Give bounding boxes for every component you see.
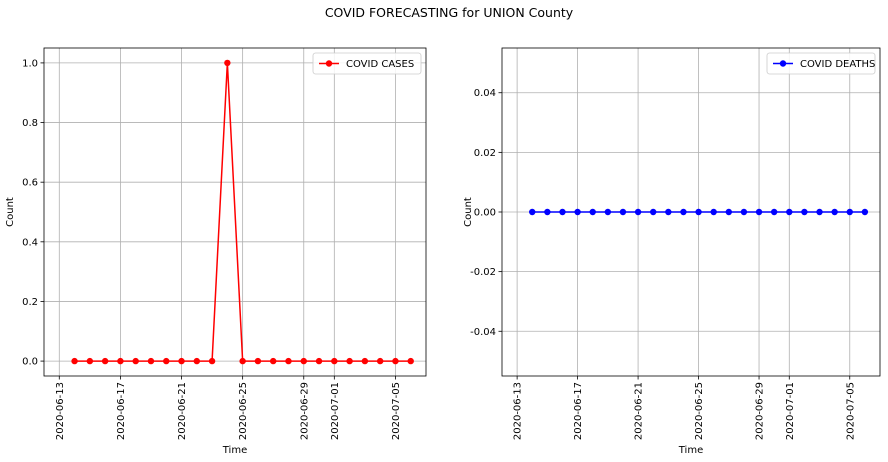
data-point bbox=[376, 357, 384, 365]
x-tick-label: 2020-06-13 bbox=[513, 382, 524, 440]
x-tick-label: 2020-06-17 bbox=[116, 382, 127, 440]
data-point bbox=[770, 208, 778, 216]
x-tick-label: 2020-07-05 bbox=[391, 382, 402, 440]
y-axis-label: Count bbox=[5, 197, 16, 227]
subplot-1: 0.0 0.2 0.4 0.6 0.8 1.0 2020-06-13 2020-06-17 20… bbox=[5, 47, 427, 456]
x-tick-label: 2020-06-29 bbox=[755, 382, 766, 440]
x-tick-label: 2020-06-21 bbox=[177, 382, 188, 440]
data-point bbox=[589, 208, 596, 216]
data-point bbox=[634, 208, 642, 216]
data-point bbox=[178, 357, 185, 365]
data-point bbox=[559, 208, 566, 216]
axes-frame bbox=[501, 47, 881, 377]
data-point bbox=[193, 357, 200, 365]
x-axis-label: Time bbox=[222, 445, 247, 456]
data-point bbox=[361, 357, 369, 365]
data-point bbox=[86, 357, 94, 365]
data-point bbox=[574, 208, 581, 216]
data-point bbox=[392, 357, 399, 365]
legend-marker bbox=[779, 60, 787, 67]
y-tick-label: 0.04 bbox=[474, 88, 496, 99]
y-tick-label: 0.6 bbox=[22, 178, 38, 189]
data-point bbox=[604, 208, 612, 216]
data-point bbox=[650, 208, 657, 216]
y-tick-label: 0.02 bbox=[474, 148, 496, 159]
data-point bbox=[816, 208, 823, 216]
data-point bbox=[831, 208, 838, 216]
y-tick-label: 0.00 bbox=[474, 208, 496, 219]
axes-frame bbox=[43, 47, 427, 377]
legend-box bbox=[312, 52, 422, 75]
data-point bbox=[725, 208, 732, 216]
data-point bbox=[147, 357, 155, 365]
y-tick-label: 0.2 bbox=[22, 297, 38, 308]
y-tick-label: 0.8 bbox=[22, 118, 38, 129]
data-point bbox=[71, 357, 78, 365]
data-point bbox=[270, 357, 277, 365]
data-point bbox=[300, 357, 307, 365]
x-axis-label: Time bbox=[678, 445, 703, 456]
data-point bbox=[163, 357, 170, 365]
x-tick-label: 2020-07-01 bbox=[785, 382, 796, 440]
x-tick-label: 2020-07-05 bbox=[845, 382, 856, 440]
data-point bbox=[755, 208, 763, 216]
x-tick-label: 2020-06-21 bbox=[634, 382, 645, 440]
data-point bbox=[254, 357, 262, 365]
data-point bbox=[544, 208, 551, 216]
legend: COVID CASES bbox=[312, 52, 422, 75]
data-point bbox=[680, 208, 687, 216]
data-point bbox=[861, 208, 869, 216]
data-point bbox=[239, 357, 246, 365]
figure-title: COVID FORECASTING for UNION County bbox=[325, 5, 574, 20]
data-point bbox=[786, 208, 793, 216]
data-point bbox=[407, 357, 414, 365]
data-point bbox=[740, 208, 748, 216]
data-point bbox=[846, 208, 853, 216]
legend-label: COVID DEATHS bbox=[800, 59, 875, 70]
y-tick-label: -0.04 bbox=[470, 327, 496, 338]
data-point bbox=[315, 357, 323, 365]
legend-label: COVID CASES bbox=[346, 59, 414, 70]
data-point bbox=[208, 357, 216, 365]
data-point bbox=[695, 208, 702, 216]
x-tick-label: 2020-06-13 bbox=[55, 382, 66, 440]
x-tick-label: 2020-07-01 bbox=[330, 382, 341, 440]
legend-marker bbox=[325, 60, 333, 67]
legend: COVID DEATHS bbox=[766, 52, 876, 75]
data-point bbox=[529, 208, 536, 216]
x-tick-label: 2020-06-29 bbox=[299, 382, 310, 440]
data-point bbox=[101, 357, 109, 365]
y-axis-label: Count bbox=[463, 197, 474, 227]
y-tick-label: -0.02 bbox=[470, 267, 496, 278]
data-point bbox=[285, 357, 292, 365]
data-point bbox=[224, 59, 231, 67]
data-point bbox=[117, 357, 124, 365]
data-point bbox=[346, 357, 353, 365]
data-point bbox=[710, 208, 717, 216]
x-tick-label: 2020-06-25 bbox=[238, 382, 249, 440]
data-point bbox=[331, 357, 338, 365]
y-tick-label: 1.0 bbox=[22, 58, 38, 69]
data-point bbox=[665, 208, 672, 216]
x-tick-label: 2020-06-17 bbox=[573, 382, 584, 440]
data-point bbox=[801, 208, 808, 216]
y-tick-label: 0.4 bbox=[22, 237, 38, 248]
legend-box bbox=[766, 52, 876, 75]
x-tick-label: 2020-06-25 bbox=[694, 382, 705, 440]
subplot-2: 0.04 0.02 0.00 -0.02 -0.04 2020-06-13 2020-06-… bbox=[463, 47, 881, 456]
y-tick-label: 0.0 bbox=[22, 357, 38, 368]
data-point bbox=[132, 357, 139, 365]
data-point bbox=[619, 208, 627, 216]
